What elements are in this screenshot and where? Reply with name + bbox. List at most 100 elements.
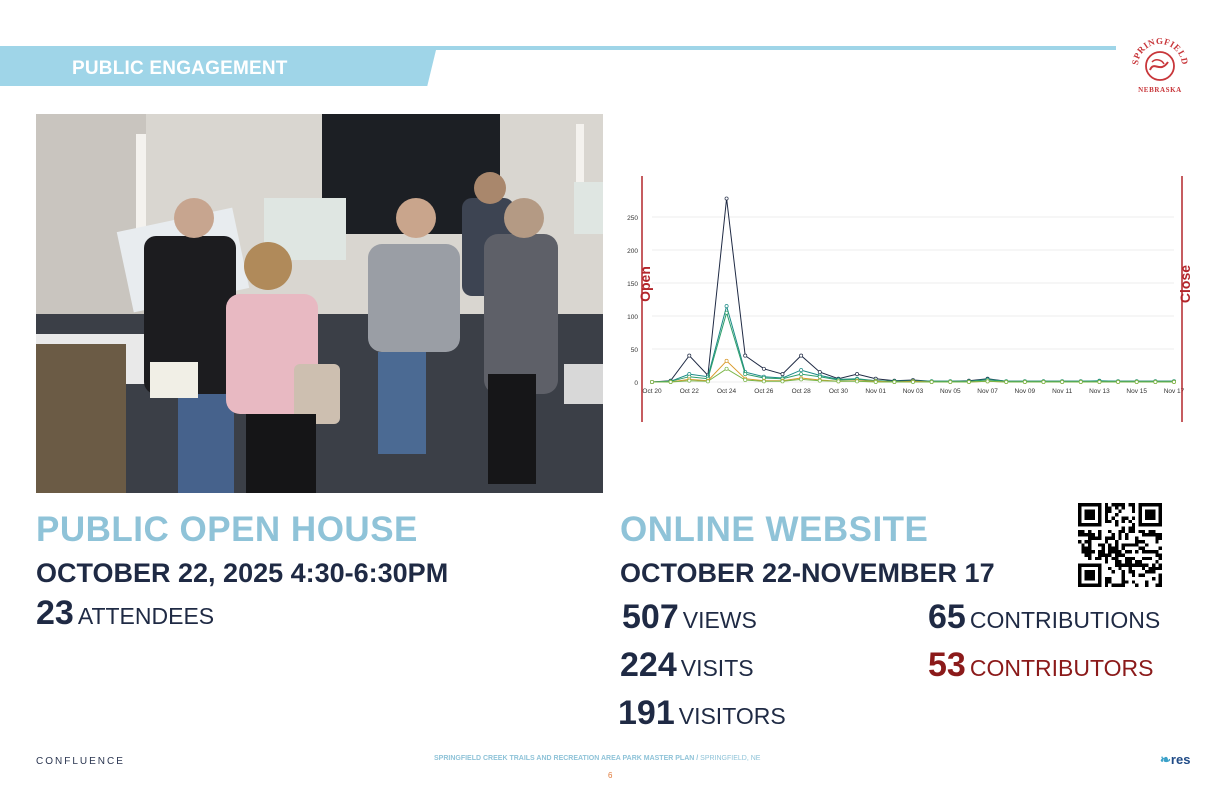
qr-module [1151, 529, 1156, 534]
qr-module [1108, 576, 1112, 581]
qr-module [1114, 553, 1119, 557]
qr-module [1128, 556, 1132, 561]
qr-module [1114, 519, 1119, 524]
qr-module [1121, 506, 1126, 510]
qr-module [1158, 536, 1162, 540]
qr-module [1118, 536, 1122, 540]
qr-module [1158, 576, 1162, 581]
data-point [1134, 380, 1139, 384]
qr-module [1108, 580, 1112, 584]
chart-y-axis: 0 50 100 150 200 250 [627, 215, 638, 387]
qr-module [1108, 519, 1112, 524]
qr-module [1158, 556, 1162, 561]
qr-module [1121, 516, 1126, 520]
x-tick-label: Oct 28 [792, 388, 812, 395]
chart-gridlines [652, 216, 1174, 383]
qr-module [1108, 546, 1112, 551]
data-point [817, 370, 822, 375]
attendees-label: ATTENDEES [77, 603, 215, 629]
qr-module [1098, 556, 1102, 561]
section-title: PUBLIC ENGAGEMENT [72, 58, 288, 79]
qr-module [1114, 563, 1119, 567]
qr-module [1135, 560, 1139, 564]
qr-module [1114, 550, 1119, 554]
data-point [911, 380, 915, 384]
qr-module [1158, 580, 1162, 584]
qr-module [1091, 536, 1095, 540]
qr-module [1145, 583, 1149, 587]
qr-module [1101, 543, 1105, 547]
data-point [780, 372, 785, 377]
data-point [724, 310, 729, 315]
qr-module [1148, 570, 1152, 574]
qr-code[interactable] [1078, 503, 1162, 587]
qr-module [1101, 553, 1105, 557]
qr-module [1088, 553, 1092, 557]
qr-module [1131, 503, 1136, 507]
qr-module [1125, 516, 1129, 520]
data-point [948, 380, 953, 384]
qr-finder [1145, 509, 1156, 520]
qr-module [1138, 529, 1142, 534]
data-point [799, 377, 804, 382]
qr-module [1145, 580, 1149, 584]
qr-module [1114, 556, 1119, 561]
y-tick-label: 250 [627, 215, 638, 222]
qr-module [1108, 536, 1112, 540]
online-dates: OCTOBER 22-NOVEMBER 17 [620, 558, 995, 588]
qr-module [1155, 533, 1159, 537]
qr-module [1141, 563, 1146, 567]
qr-module [1138, 546, 1142, 551]
data-point [1041, 380, 1046, 384]
qr-module [1121, 580, 1126, 584]
qr-module [1084, 533, 1089, 537]
qr-module [1101, 550, 1105, 554]
qr-module [1118, 560, 1122, 564]
x-tick-label: Oct 22 [680, 388, 700, 395]
logo-state-text: NEBRASKA [1138, 86, 1182, 94]
data-point [929, 380, 934, 384]
qr-module [1155, 539, 1159, 544]
qr-module [1111, 570, 1115, 574]
marker-label-close: Close [1177, 265, 1193, 303]
qr-module [1128, 519, 1132, 524]
qr-module [1125, 533, 1129, 537]
y-tick-label: 150 [627, 281, 638, 288]
qr-module [1094, 556, 1099, 561]
data-point [836, 379, 841, 384]
header-rule [0, 46, 1116, 50]
footer-firm-logo: CONFLUENCE [36, 756, 125, 767]
contributors-stat: 53 CONTRIBUTORS [928, 646, 1153, 685]
qr-module [1121, 543, 1126, 547]
data-point [743, 378, 748, 382]
contributors-label: CONTRIBUTORS [969, 655, 1154, 681]
qr-module [1118, 503, 1122, 507]
qr-module [1121, 546, 1126, 551]
x-tick-label: Oct 24 [717, 388, 737, 395]
partner-logo-text: res [1170, 752, 1191, 767]
x-tick-label: Nov 15 [1126, 388, 1147, 395]
qr-module [1114, 523, 1119, 527]
data-point [817, 374, 822, 379]
qr-module [1114, 539, 1119, 544]
footer-partner-logo: ❧res [1160, 752, 1190, 768]
qr-module [1104, 583, 1109, 587]
x-tick-label: Nov 11 [1052, 388, 1072, 395]
qr-module [1151, 533, 1156, 537]
data-point [650, 380, 654, 384]
qr-module [1148, 556, 1152, 561]
qr-module [1131, 580, 1136, 584]
chart-series [650, 196, 1176, 384]
qr-module [1108, 543, 1112, 547]
qr-module [1121, 503, 1126, 507]
qr-module [1155, 553, 1159, 557]
qr-module [1131, 563, 1136, 567]
qr-module [1104, 503, 1109, 507]
data-point [687, 378, 692, 383]
qr-module [1111, 516, 1115, 520]
qr-module [1091, 533, 1095, 537]
chart-markers: Open Close [637, 176, 1193, 422]
qr-module [1131, 556, 1136, 561]
qr-module [1111, 550, 1115, 554]
qr-module [1108, 506, 1112, 510]
